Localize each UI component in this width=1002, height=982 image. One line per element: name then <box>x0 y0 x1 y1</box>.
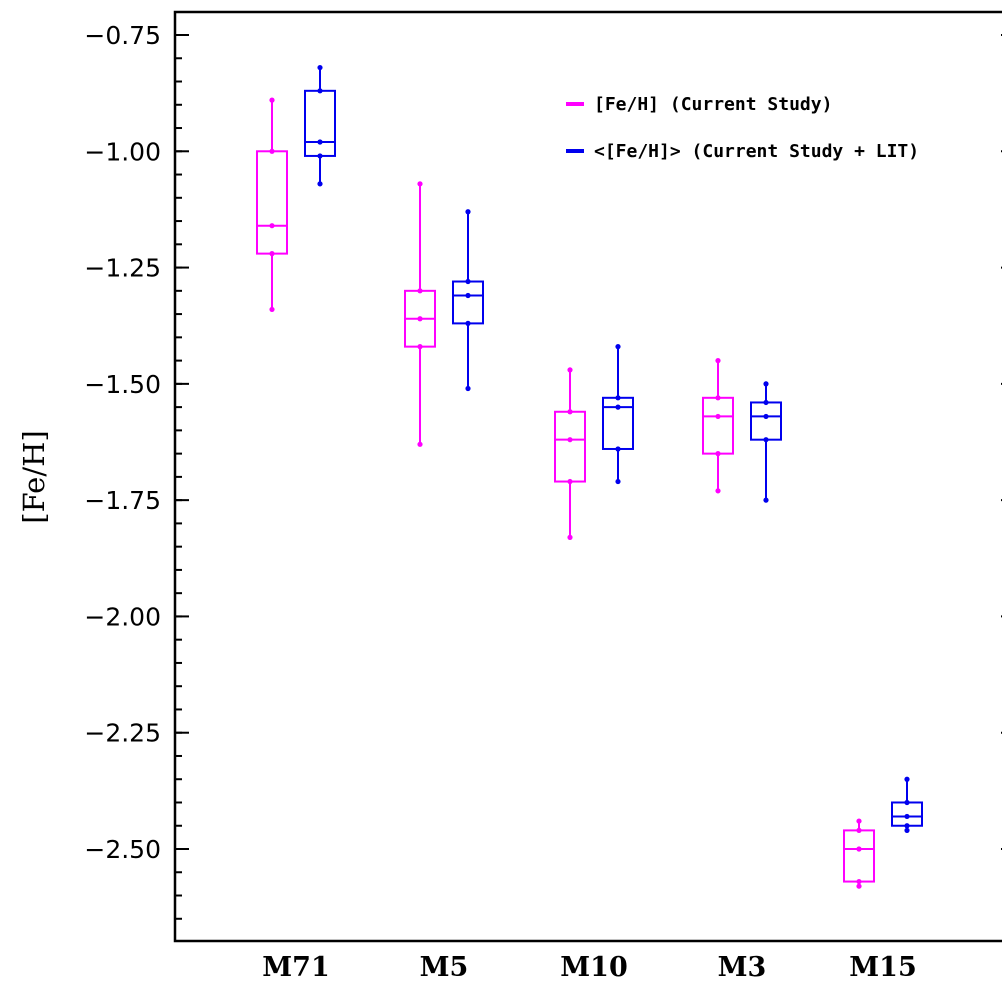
y-tick-label: −0.75 <box>84 21 161 50</box>
stat-point <box>763 399 769 406</box>
stat-point <box>567 478 573 485</box>
box-current-m5 <box>404 181 436 447</box>
stat-point <box>904 799 910 806</box>
iqr-box <box>554 410 586 483</box>
stat-point <box>615 446 621 452</box>
x-category-label: M10 <box>560 952 627 982</box>
iqr-box <box>843 829 875 883</box>
x-category-label: M3 <box>718 952 767 982</box>
stat-point <box>269 148 275 154</box>
legend: [Fe/H] (Current Study) <[Fe/H]> (Current … <box>566 94 919 162</box>
iqr-box <box>750 401 782 441</box>
stat-point <box>567 409 573 415</box>
stat-point <box>904 827 910 833</box>
stat-point <box>856 827 862 833</box>
box-combined-m71 <box>304 64 336 187</box>
x-category-label: M15 <box>849 952 916 982</box>
stat-point <box>567 367 573 373</box>
stat-point <box>465 320 471 326</box>
stat-point <box>269 251 275 257</box>
box-current-m10 <box>554 367 586 540</box>
y-tick-label: −1.50 <box>84 370 161 399</box>
stat-point <box>763 437 769 443</box>
box-combined-m15 <box>891 776 923 833</box>
box-combined-m5 <box>452 209 484 392</box>
stat-point <box>567 437 573 443</box>
x-category-label: M5 <box>420 952 469 982</box>
box-combined-m3 <box>750 381 782 503</box>
stat-point <box>417 181 423 187</box>
stat-point <box>465 278 471 285</box>
minor-ticks <box>175 34 182 920</box>
stat-point <box>904 813 910 820</box>
stat-point <box>417 441 423 447</box>
x-axis-labels: M71 M5 M10 M3 M15 <box>262 952 916 982</box>
iqr-box <box>702 396 734 455</box>
iqr-box <box>304 89 336 157</box>
stat-point <box>615 404 621 410</box>
stat-point <box>317 64 323 71</box>
y-tick-label: −2.25 <box>84 719 161 748</box>
box-series <box>256 64 923 889</box>
stat-point <box>904 776 910 782</box>
stat-point <box>567 534 573 540</box>
stat-point <box>715 395 721 401</box>
stat-point <box>856 846 862 852</box>
box-current-m15 <box>843 818 875 889</box>
iqr-box <box>256 150 288 255</box>
stat-point <box>615 344 621 350</box>
stat-point <box>317 181 323 187</box>
stat-point <box>417 344 423 350</box>
y-axis-ticks: −0.75 −1.00 −1.25 −1.50 −1.75 −2.00 −2.25 −2.50 <box>84 21 1002 864</box>
stat-point <box>715 413 721 420</box>
stat-point <box>715 451 721 457</box>
stat-point <box>269 223 275 229</box>
stat-point <box>856 883 862 889</box>
y-tick-label: −2.00 <box>84 602 161 631</box>
stat-point <box>465 292 471 299</box>
y-axis-label: [Fe/H] <box>17 430 51 523</box>
y-tick-label: −1.75 <box>84 486 161 515</box>
stat-point <box>465 385 471 392</box>
stat-point <box>615 395 621 401</box>
stat-point <box>317 88 323 94</box>
stat-point <box>763 381 769 387</box>
stat-point <box>269 97 275 103</box>
stat-point <box>615 478 621 485</box>
stat-point <box>904 823 910 829</box>
y-tick-label: −1.00 <box>84 137 161 166</box>
legend-entry: [Fe/H] (Current Study) <box>594 94 832 115</box>
box-current-m3 <box>702 358 734 494</box>
box-combined-m10 <box>602 344 634 485</box>
stat-point <box>856 818 862 824</box>
stat-point <box>715 488 721 494</box>
stat-point <box>856 878 862 885</box>
stat-point <box>317 139 323 145</box>
stat-point <box>715 358 721 364</box>
stat-point <box>417 316 423 322</box>
stat-point <box>269 306 275 313</box>
y-tick-label: −2.50 <box>84 835 161 864</box>
stat-point <box>763 413 769 420</box>
stat-point <box>763 497 769 503</box>
legend-entry: <[Fe/H]> (Current Study + LIT) <box>594 141 919 162</box>
stat-point <box>465 209 471 215</box>
box-current-m71 <box>256 97 288 313</box>
y-tick-label: −1.25 <box>84 254 161 283</box>
iqr-box <box>452 280 484 325</box>
stat-point <box>417 288 423 294</box>
plot-frame <box>173 10 1002 943</box>
stat-point <box>317 153 323 159</box>
x-category-label: M71 <box>262 952 329 982</box>
